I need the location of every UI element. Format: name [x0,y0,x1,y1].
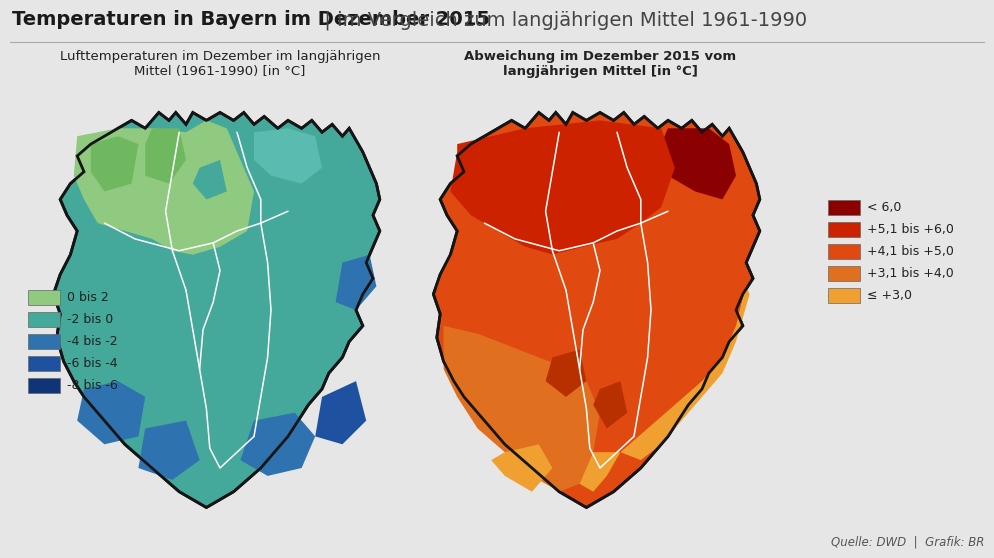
Text: -4 bis -2: -4 bis -2 [67,335,117,348]
Text: 0 bis 2: 0 bis 2 [67,291,108,304]
Text: +4,1 bis +5,0: +4,1 bis +5,0 [867,245,954,258]
Polygon shape [443,326,600,492]
Polygon shape [254,128,322,184]
FancyBboxPatch shape [28,312,60,327]
Text: +5,1 bis +6,0: +5,1 bis +6,0 [867,223,954,236]
Polygon shape [74,121,254,254]
Text: | im Vergleich zum langjährigen Mittel 1961-1990: | im Vergleich zum langjährigen Mittel 1… [318,10,807,30]
FancyBboxPatch shape [28,378,60,393]
FancyBboxPatch shape [28,356,60,371]
Text: -8 bis -6: -8 bis -6 [67,379,117,392]
Polygon shape [54,113,380,507]
Text: -2 bis 0: -2 bis 0 [67,313,113,326]
Polygon shape [546,349,586,397]
Polygon shape [78,381,145,444]
FancyBboxPatch shape [28,290,60,305]
Text: Temperaturen in Bayern im Dezember 2015: Temperaturen in Bayern im Dezember 2015 [12,10,490,29]
Text: +3,1 bis +4,0: +3,1 bis +4,0 [867,267,954,280]
Polygon shape [145,128,186,184]
Polygon shape [491,444,553,492]
Text: ≤ +3,0: ≤ +3,0 [867,289,912,302]
FancyBboxPatch shape [828,200,860,215]
Polygon shape [138,421,200,480]
FancyBboxPatch shape [828,222,860,237]
Text: Lufttemperaturen im Dezember im langjährigen
Mittel (1961-1990) [in °C]: Lufttemperaturen im Dezember im langjähr… [60,50,381,78]
Polygon shape [580,286,749,492]
Polygon shape [433,113,759,507]
Polygon shape [193,160,227,199]
Polygon shape [471,168,512,215]
Polygon shape [436,223,746,468]
Polygon shape [450,121,675,254]
FancyBboxPatch shape [828,244,860,259]
Polygon shape [241,413,315,476]
Text: Quelle: DWD  |  Grafik: BR: Quelle: DWD | Grafik: BR [831,535,984,548]
Polygon shape [336,254,377,310]
Text: < 6,0: < 6,0 [867,201,902,214]
Text: -6 bis -4: -6 bis -4 [67,357,117,370]
FancyBboxPatch shape [28,334,60,349]
Polygon shape [593,381,627,429]
Polygon shape [512,184,560,231]
FancyBboxPatch shape [828,288,860,303]
Polygon shape [658,128,736,199]
Polygon shape [90,136,138,191]
Polygon shape [315,381,366,444]
Text: Abweichung im Dezember 2015 vom
langjährigen Mittel [in °C]: Abweichung im Dezember 2015 vom langjähr… [464,50,737,78]
FancyBboxPatch shape [828,266,860,281]
